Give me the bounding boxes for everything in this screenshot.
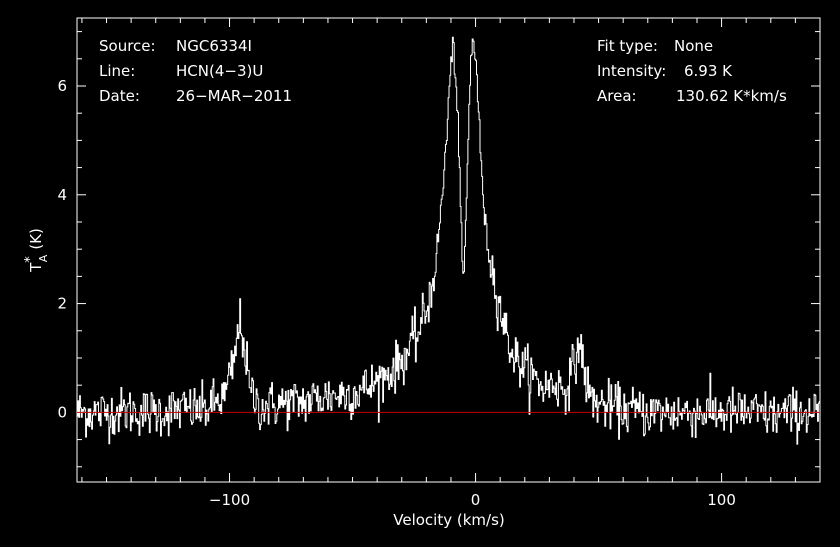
info-line-value: HCN(4−3)U <box>176 62 263 80</box>
info-date-value: 26−MAR−2011 <box>176 87 292 105</box>
x-axis-ticks: −100 0 100 <box>81 18 821 509</box>
y-axis-ticks: 0 2 4 6 <box>57 31 820 468</box>
spectrum-line <box>77 36 820 445</box>
y-axis-label-main: T <box>27 262 45 273</box>
x-tick-label: −100 <box>209 491 250 509</box>
info-fit-type-key: Fit type: <box>597 37 658 55</box>
y-tick-label: 2 <box>57 295 67 313</box>
info-line-key: Line: <box>99 62 135 80</box>
y-axis-label: T*A (K) <box>23 228 50 273</box>
plot-frame <box>76 17 821 483</box>
info-fit-type-value: None <box>674 37 713 55</box>
info-left: Source: NGC6334I Line: HCN(4−3)U Date: 2… <box>99 37 292 105</box>
info-intensity-value: 6.93 K <box>684 62 733 80</box>
y-tick-label: 6 <box>57 77 67 95</box>
x-axis-label: Velocity (km/s) <box>393 511 504 529</box>
info-source-value: NGC6334I <box>176 37 252 55</box>
y-axis-label-subscript: A <box>37 254 50 262</box>
y-axis-label-superscript: * <box>23 256 38 263</box>
info-right: Fit type: None Intensity: 6.93 K Area: 1… <box>597 37 787 105</box>
y-axis-label-unit: (K) <box>27 228 45 250</box>
info-source-key: Source: <box>99 37 156 55</box>
info-area-value: 130.62 K*km/s <box>676 87 787 105</box>
x-tick-label: 0 <box>471 491 481 509</box>
x-tick-label: 100 <box>707 491 736 509</box>
y-tick-label: 0 <box>57 403 67 421</box>
info-area-key: Area: <box>597 87 637 105</box>
y-tick-label: 4 <box>57 186 67 204</box>
info-date-key: Date: <box>99 87 140 105</box>
svg-text:T*A(K): T*A (K) <box>23 228 50 273</box>
info-intensity-key: Intensity: <box>597 62 666 80</box>
spectrum-series <box>77 36 820 445</box>
